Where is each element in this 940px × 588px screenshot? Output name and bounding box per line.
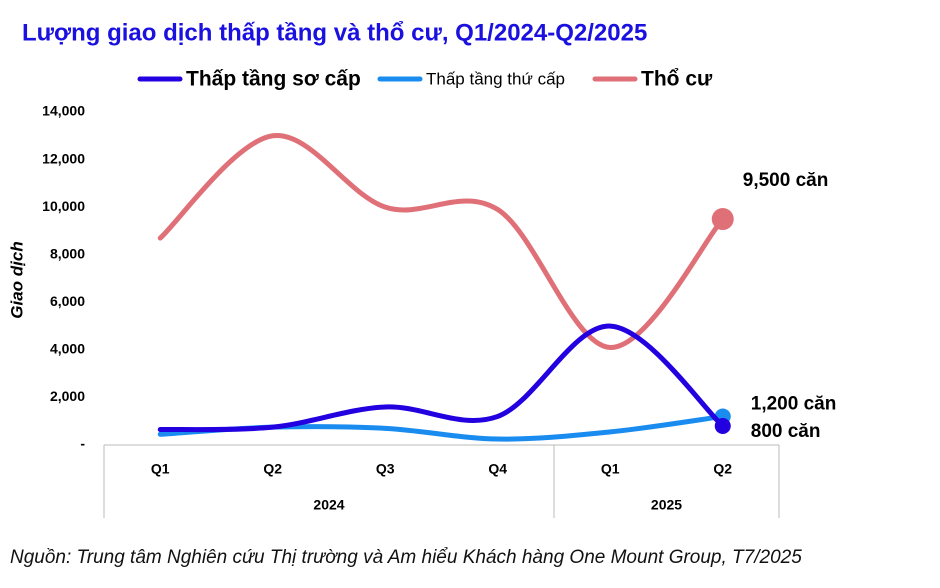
x-tick-label: Q1 — [151, 461, 170, 477]
y-tick-label: 12,000 — [42, 150, 85, 166]
end-label: 9,500 căn — [743, 170, 829, 191]
end-label: 1,200 căn — [751, 393, 837, 414]
chart-title: Lượng giao dịch thấp tầng và thổ cư, Q1/… — [22, 19, 647, 46]
x-tick-label: Q3 — [376, 461, 395, 477]
x-tick-label: Q2 — [713, 461, 732, 477]
series-line — [157, 133, 726, 350]
x-tick-label: Q4 — [488, 461, 507, 477]
legend-label: Thổ cư — [641, 68, 713, 91]
y-tick-label: 4,000 — [50, 341, 85, 357]
y-tick-label: 8,000 — [50, 245, 85, 261]
end-marker — [711, 208, 734, 231]
legend-label: Thấp tầng sơ cấp — [186, 68, 361, 91]
y-tick-label: 14,000 — [42, 103, 85, 119]
source-note: Nguồn: Trung tâm Nghiên cứu Thị trường v… — [10, 547, 802, 568]
group-label: 2025 — [651, 497, 682, 513]
x-tick-label: Q1 — [601, 461, 620, 477]
end-label: 800 căn — [751, 421, 821, 442]
x-tick-label: Q2 — [263, 461, 282, 477]
y-tick-label: 2,000 — [50, 388, 85, 404]
end-marker — [714, 417, 731, 434]
y-tick-label: 10,000 — [42, 198, 85, 214]
group-label: 2024 — [313, 497, 344, 513]
series-line — [157, 323, 726, 433]
y-axis-label: Giao dịch — [7, 241, 26, 318]
legend-label: Thấp tầng thứ cấp — [426, 69, 565, 88]
y-tick-label: - — [80, 436, 85, 452]
y-tick-label: 6,000 — [50, 293, 85, 309]
